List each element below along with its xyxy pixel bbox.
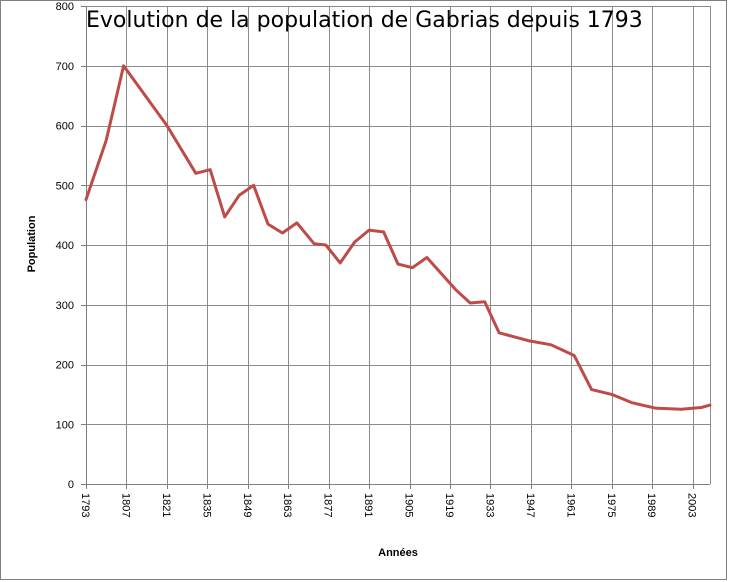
y-tick-label: 700	[56, 61, 74, 73]
population-series-line	[84, 64, 712, 411]
x-tick-labels: 1793 1807 1821 1835 1849 1863 1877 1891 1905 1919…	[79, 493, 698, 517]
y-tick-label: 600	[56, 121, 74, 133]
x-tick-label: 2003	[686, 493, 698, 517]
x-tick-label: 1933	[483, 493, 495, 517]
axes	[81, 6, 710, 489]
x-tick-label: 1905	[403, 493, 415, 517]
y-tick-label: 400	[56, 240, 74, 252]
y-tick-label: 0	[68, 479, 74, 491]
x-tick-label: 1947	[524, 493, 536, 517]
y-tick-label: 800	[56, 1, 74, 13]
x-tick-label: 1961	[564, 493, 576, 517]
x-tick-label: 1863	[281, 493, 293, 517]
x-tick-label: 1835	[200, 493, 212, 517]
series-layer	[84, 64, 712, 411]
x-tick-label: 1849	[241, 493, 253, 517]
x-tick-label: 1821	[160, 493, 172, 517]
y-tick-label: 500	[56, 180, 74, 192]
x-tick-label: 1793	[79, 493, 91, 517]
y-tick-label: 300	[56, 300, 74, 312]
x-tick-label: 1807	[119, 493, 131, 517]
y-tick-label: 100	[56, 419, 74, 431]
y-axis-title: Population	[26, 215, 38, 272]
y-tick-labels: 0 100 200 300 400 500 600 700 800	[56, 1, 74, 491]
y-tick-label: 200	[56, 360, 74, 372]
x-tick-label: 1877	[322, 493, 334, 517]
chart-title: Evolution de la population de Gabrias de…	[86, 8, 643, 33]
x-tick-label: 1975	[605, 493, 617, 517]
x-tick-label: 1919	[443, 493, 455, 517]
grid-lines	[86, 6, 711, 484]
x-tick-label: 1989	[645, 493, 657, 517]
x-axis-title: Années	[378, 547, 418, 559]
x-tick-label: 1891	[362, 493, 374, 517]
